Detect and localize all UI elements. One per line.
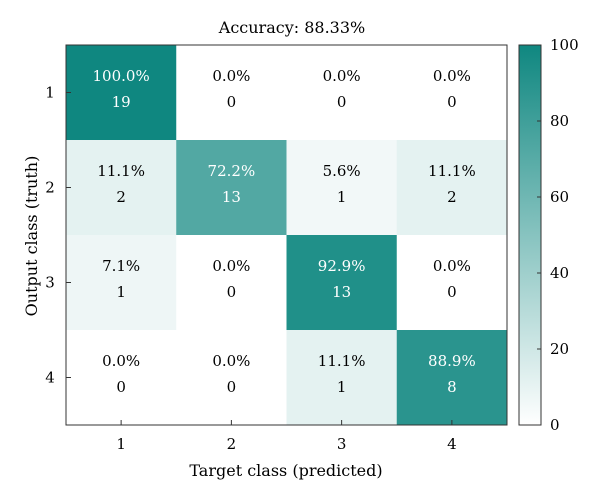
colorbar-tick-label: 40 (550, 264, 569, 282)
y-tick-label: 2 (45, 179, 55, 197)
heatmap-cell (286, 330, 398, 426)
colorbar (518, 44, 542, 426)
cell-percent-label: 92.9% (318, 257, 366, 275)
cell-count-label: 0 (116, 378, 126, 396)
cell-percent-label: 7.1% (102, 257, 140, 275)
cell-count-label: 19 (112, 93, 131, 111)
cell-count-label: 1 (337, 378, 347, 396)
heatmap-cell (396, 45, 508, 141)
y-axis-ticks: 1 2 3 4 (45, 84, 71, 387)
heatmap-cell (66, 330, 177, 426)
cell-count-label: 2 (116, 188, 126, 206)
x-axis-ticks: 1 2 3 4 (116, 420, 457, 453)
heatmap-cell (396, 140, 508, 236)
colorbar-tick-label: 80 (550, 112, 569, 130)
cell-count-label: 0 (227, 378, 237, 396)
cell-percent-label: 100.0% (93, 67, 150, 85)
y-tick-label: 1 (45, 84, 55, 102)
x-tick-label: 1 (116, 435, 126, 453)
cell-percent-label: 11.1% (428, 162, 476, 180)
cell-percent-label: 72.2% (208, 162, 256, 180)
cell-count-label: 2 (447, 188, 457, 206)
cell-count-label: 0 (227, 93, 237, 111)
heatmap-cell (286, 45, 398, 141)
cell-percent-label: 0.0% (323, 67, 361, 85)
cell-percent-label: 0.0% (433, 67, 471, 85)
heatmap-cell (66, 235, 177, 331)
cell-percent-label: 0.0% (102, 352, 140, 370)
heatmap-cell (396, 330, 508, 426)
x-tick-label: 4 (447, 435, 457, 453)
heatmap-cell (176, 330, 287, 426)
cell-percent-label: 11.1% (97, 162, 145, 180)
y-tick-label: 4 (45, 369, 55, 387)
x-axis-label: Target class (predicted) (189, 461, 382, 480)
plot-frame (65, 44, 508, 426)
colorbar-tick-label: 60 (550, 188, 569, 206)
cell-count-label: 1 (337, 188, 347, 206)
chart-title: Accuracy: 88.33% (218, 18, 365, 37)
x-tick-label: 3 (337, 435, 347, 453)
heatmap-cell (176, 45, 287, 141)
cell-count-label: 13 (332, 283, 351, 301)
cell-count-label: 0 (337, 93, 347, 111)
y-tick-label: 3 (45, 274, 55, 292)
cell-percent-label: 0.0% (212, 257, 250, 275)
heatmap-cell (66, 45, 177, 141)
colorbar-tick-label: 0 (550, 416, 560, 434)
cell-count-label: 1 (116, 283, 126, 301)
colorbar-tick-label: 100 (550, 36, 579, 54)
cell-count-label: 0 (447, 283, 457, 301)
heatmap-cell (286, 140, 398, 236)
heatmap-cell (66, 140, 177, 236)
heatmap-cell (286, 235, 398, 331)
cell-percent-label: 0.0% (212, 67, 250, 85)
heatmap-cell (396, 235, 508, 331)
colorbar-ticks: 0 20 40 60 80 100 (537, 36, 579, 434)
cell-percent-label: 11.1% (318, 352, 366, 370)
cell-percent-label: 0.0% (212, 352, 250, 370)
heatmap-cell-labels: 100.0%190.0%00.0%00.0%011.1%272.2%135.6%… (93, 67, 476, 396)
heatmap-cell (176, 140, 287, 236)
cell-percent-label: 88.9% (428, 352, 476, 370)
cell-count-label: 8 (447, 378, 457, 396)
cell-count-label: 0 (227, 283, 237, 301)
heatmap-cells (66, 45, 508, 426)
x-tick-label: 2 (227, 435, 237, 453)
cell-percent-label: 0.0% (433, 257, 471, 275)
cell-count-label: 0 (447, 93, 457, 111)
heatmap-cell (176, 235, 287, 331)
cell-percent-label: 5.6% (323, 162, 361, 180)
y-axis-label: Output class (truth) (22, 156, 41, 317)
colorbar-tick-label: 20 (550, 340, 569, 358)
cell-count-label: 13 (222, 188, 241, 206)
